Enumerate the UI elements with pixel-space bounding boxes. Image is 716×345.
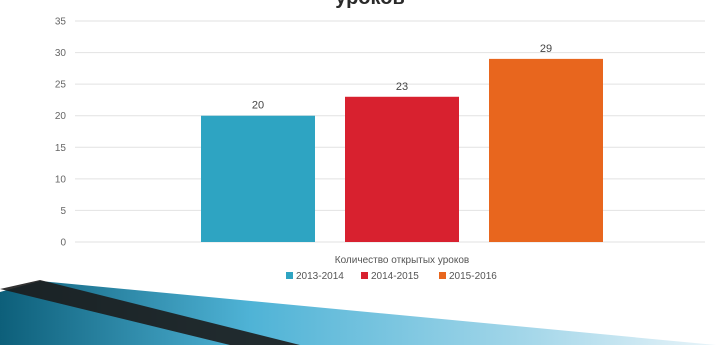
data-label: 20 — [252, 100, 264, 112]
y-tick-label: 20 — [55, 111, 67, 122]
data-labels: 20 23 29 — [252, 43, 552, 112]
legend-swatch — [361, 272, 368, 279]
legend-label: 2015-2016 — [449, 271, 497, 282]
bars — [201, 58, 603, 243]
category-label: Количество открытых уроков — [335, 255, 469, 266]
decorative-swoosh — [0, 280, 716, 345]
data-label: 29 — [540, 43, 552, 55]
data-label: 23 — [396, 81, 408, 93]
y-tick-label: 5 — [60, 206, 66, 217]
legend-label: 2014-2015 — [371, 271, 419, 282]
bar — [201, 115, 315, 242]
legend-swatch — [286, 272, 293, 279]
legend-label: 2013-2014 — [296, 271, 344, 282]
y-tick-label: 15 — [55, 143, 67, 154]
y-tick-label: 25 — [55, 80, 67, 91]
y-tick-label: 35 — [55, 17, 67, 28]
bar — [489, 58, 603, 243]
bar — [345, 96, 459, 243]
y-tick-label: 0 — [60, 238, 66, 249]
legend: 2013-2014 2014-2015 2015-2016 — [286, 271, 497, 282]
y-tick-label: 10 — [55, 174, 67, 185]
chart-title: уроков — [335, 0, 405, 9]
legend-swatch — [439, 272, 446, 279]
y-axis-ticks: 0 5 10 15 20 25 30 35 — [55, 17, 67, 249]
y-tick-label: 30 — [55, 48, 67, 59]
